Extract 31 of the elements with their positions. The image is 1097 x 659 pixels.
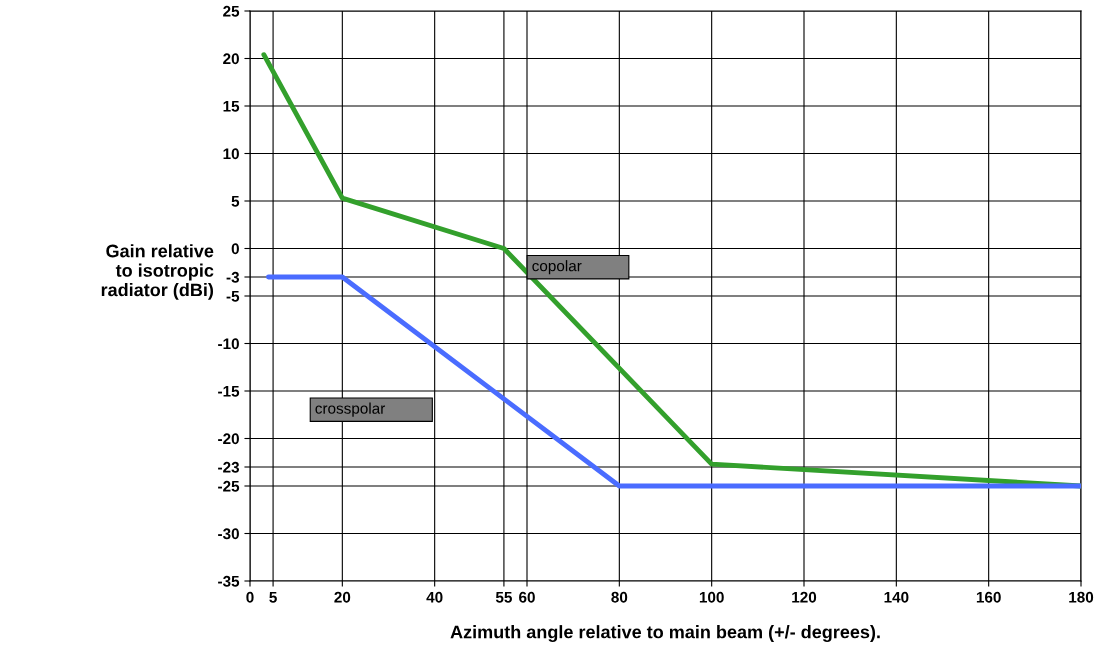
x-axis-title: Azimuth angle relative to main beam (+/- degrees). (450, 625, 880, 643)
y-tick-label: -15 (218, 386, 240, 397)
x-tick-label: 80 (611, 591, 628, 603)
annotation: copolar (532, 260, 582, 275)
x-tick-label: 20 (334, 591, 351, 603)
y-tick-label: -23 (218, 461, 240, 473)
x-tick-label: 120 (792, 591, 817, 603)
x-tick-label: 180 (1069, 591, 1094, 603)
y-tick-label: 5 (231, 196, 240, 207)
y-tick-label: -10 (218, 338, 239, 350)
y-tick-label: -30 (218, 528, 239, 540)
y-tick-label: 25 (223, 5, 240, 17)
x-tick-label: 160 (976, 591, 1001, 603)
y-tick-label: -35 (218, 575, 240, 587)
x-tick-label: 60 (519, 591, 535, 603)
y-tick-label: 10 (223, 148, 239, 160)
y-tick-label: 0 (231, 243, 239, 255)
x-tick-label: 140 (884, 591, 909, 603)
y-tick-label: 15 (223, 101, 240, 112)
x-tick-label: 40 (426, 591, 443, 603)
x-tick-label: 100 (699, 591, 724, 603)
y-tick-label: 20 (223, 53, 239, 65)
y-tick-label: -25 (218, 480, 240, 492)
y-axis-title: Gain relative to isotropic radiator (dBi) (101, 244, 214, 300)
y-tick-label: -5 (226, 291, 240, 302)
y-tick-label: -20 (218, 433, 239, 445)
x-tick-label: 55 (495, 591, 512, 603)
x-tick-label: 0 (246, 591, 254, 603)
annotation: crosspolar (315, 402, 386, 417)
y-tick-label: -3 (226, 271, 240, 283)
x-tick-label: 5 (269, 591, 277, 603)
